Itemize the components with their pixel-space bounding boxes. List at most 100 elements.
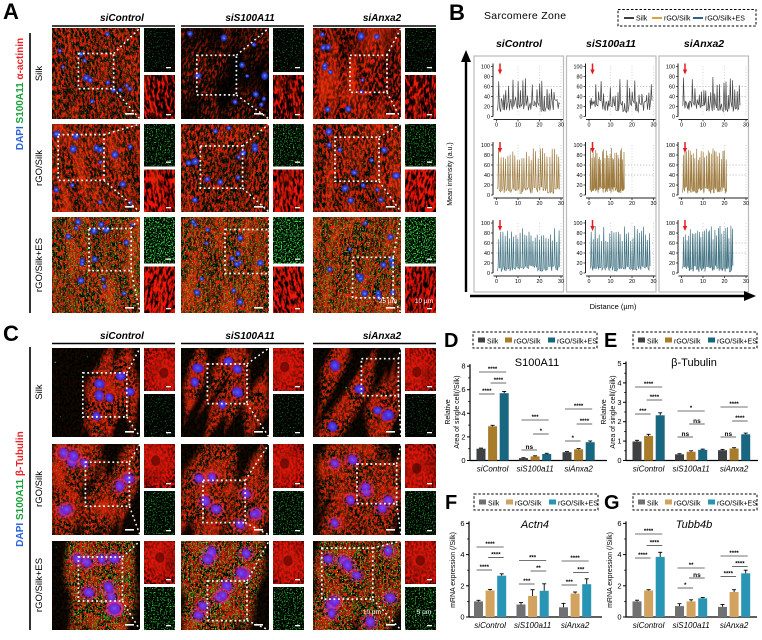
svg-text:0: 0	[580, 193, 583, 199]
svg-text:****: ****	[480, 565, 490, 571]
svg-text:siS100a11: siS100a11	[586, 38, 636, 50]
svg-text:8: 8	[461, 362, 465, 371]
svg-text:6: 6	[461, 385, 465, 394]
svg-text:10: 10	[515, 279, 521, 285]
svg-text:Tubb4b: Tubb4b	[676, 519, 713, 531]
svg-text:siControl: siControl	[477, 465, 509, 474]
svg-text:0: 0	[580, 114, 583, 120]
svg-text:ns: ns	[526, 444, 534, 451]
svg-text:100: 100	[481, 143, 490, 149]
svg-text:20: 20	[722, 123, 728, 129]
svg-text:*: *	[540, 429, 543, 435]
svg-text:5 µm: 5 µm	[417, 609, 432, 616]
svg-text:rGO/Silk+ES: rGO/Silk+ES	[34, 238, 45, 292]
svg-text:siControl: siControl	[496, 38, 543, 50]
svg-text:siAnxa2: siAnxa2	[363, 13, 402, 24]
svg-text:0: 0	[495, 123, 498, 129]
svg-text:****: ****	[724, 571, 734, 577]
svg-text:A: A	[3, 0, 19, 24]
svg-text:20: 20	[577, 104, 583, 110]
svg-text:1: 1	[617, 437, 621, 446]
svg-text:mRNA expression (/Silk): mRNA expression (/Silk)	[450, 532, 457, 608]
svg-text:Area of single cell(/Silk): Area of single cell(/Silk)	[610, 375, 617, 448]
svg-text:*: *	[684, 583, 687, 589]
svg-text:ns: ns	[725, 431, 733, 438]
svg-text:***: ***	[639, 409, 647, 415]
svg-text:20: 20	[577, 261, 583, 267]
svg-text:siAnxa2: siAnxa2	[564, 465, 593, 474]
svg-text:10 µm: 10 µm	[415, 298, 433, 305]
svg-text:S100A11: S100A11	[515, 357, 559, 369]
svg-text:20: 20	[722, 201, 728, 207]
svg-text:siS100A11: siS100A11	[225, 13, 275, 24]
svg-text:40: 40	[577, 251, 583, 257]
svg-text:****: ****	[644, 382, 654, 388]
svg-text:DAPI S100A11 β-Tubulin: DAPI S100A11 β-Tubulin	[15, 431, 26, 546]
svg-text:4: 4	[617, 550, 621, 559]
svg-text:10: 10	[608, 279, 614, 285]
svg-text:Distance (µm): Distance (µm)	[590, 302, 637, 311]
svg-text:rGO/Silk+ES: rGO/Silk+ES	[558, 500, 598, 507]
svg-text:****: ****	[638, 553, 648, 559]
svg-text:****: ****	[650, 395, 660, 401]
svg-text:****: ****	[729, 551, 739, 557]
svg-text:25 µm: 25 µm	[379, 298, 397, 305]
svg-text:rGO/Silk: rGO/Silk	[34, 150, 45, 186]
svg-text:F: F	[445, 492, 457, 514]
svg-text:100: 100	[574, 64, 583, 70]
svg-text:****: ****	[735, 416, 745, 422]
svg-text:***: ***	[566, 580, 574, 586]
svg-text:rGO/Silk: rGO/Silk	[674, 338, 701, 345]
svg-text:60: 60	[577, 84, 583, 90]
svg-text:20: 20	[484, 104, 490, 110]
svg-text:siS100a11: siS100a11	[672, 621, 709, 630]
svg-text:ns: ns	[682, 431, 690, 438]
svg-text:***: ***	[577, 567, 585, 573]
svg-text:4: 4	[460, 550, 464, 559]
svg-text:0: 0	[672, 193, 675, 199]
svg-text:0: 0	[672, 114, 675, 120]
svg-text:**: **	[689, 563, 694, 569]
svg-text:80: 80	[669, 74, 675, 80]
svg-text:ns: ns	[693, 572, 701, 579]
svg-text:0: 0	[460, 613, 464, 622]
svg-text:C: C	[3, 321, 19, 346]
svg-text:Relative: Relative	[445, 399, 452, 424]
svg-text:80: 80	[484, 74, 490, 80]
svg-text:****: ****	[580, 419, 590, 425]
svg-text:100: 100	[666, 221, 675, 227]
svg-text:ns: ns	[693, 418, 701, 425]
svg-text:60: 60	[577, 241, 583, 247]
svg-text:60: 60	[669, 163, 675, 169]
svg-text:0: 0	[487, 193, 490, 199]
svg-text:20: 20	[629, 123, 635, 129]
svg-text:***: ***	[532, 415, 540, 421]
svg-text:0: 0	[588, 123, 591, 129]
svg-text:****: ****	[650, 540, 660, 546]
svg-text:rGO/Silk: rGO/Silk	[34, 471, 45, 507]
svg-text:40: 40	[577, 94, 583, 100]
svg-text:10 µm: 10 µm	[363, 609, 381, 616]
svg-text:40: 40	[484, 94, 490, 100]
svg-text:mRNA expression (/Silk): mRNA expression (/Silk)	[607, 532, 614, 608]
svg-text:10: 10	[700, 201, 706, 207]
svg-text:80: 80	[577, 153, 583, 159]
svg-text:30: 30	[651, 279, 657, 285]
svg-text:80: 80	[577, 231, 583, 237]
svg-text:60: 60	[484, 84, 490, 90]
svg-text:Silk: Silk	[488, 500, 500, 507]
svg-text:****: ****	[570, 556, 580, 562]
svg-text:2: 2	[617, 417, 621, 426]
svg-text:20: 20	[669, 104, 675, 110]
svg-text:20: 20	[537, 123, 543, 129]
svg-text:20: 20	[669, 261, 675, 267]
svg-text:****: ****	[644, 529, 654, 535]
svg-text:40: 40	[484, 173, 490, 179]
svg-text:100: 100	[574, 143, 583, 149]
svg-text:siAnxa2: siAnxa2	[561, 621, 590, 630]
svg-text:20: 20	[722, 279, 728, 285]
svg-text:siS100a11: siS100a11	[672, 465, 709, 474]
svg-text:***: ***	[523, 579, 531, 585]
svg-text:Silk: Silk	[487, 338, 499, 345]
svg-text:siControl: siControl	[100, 331, 144, 342]
